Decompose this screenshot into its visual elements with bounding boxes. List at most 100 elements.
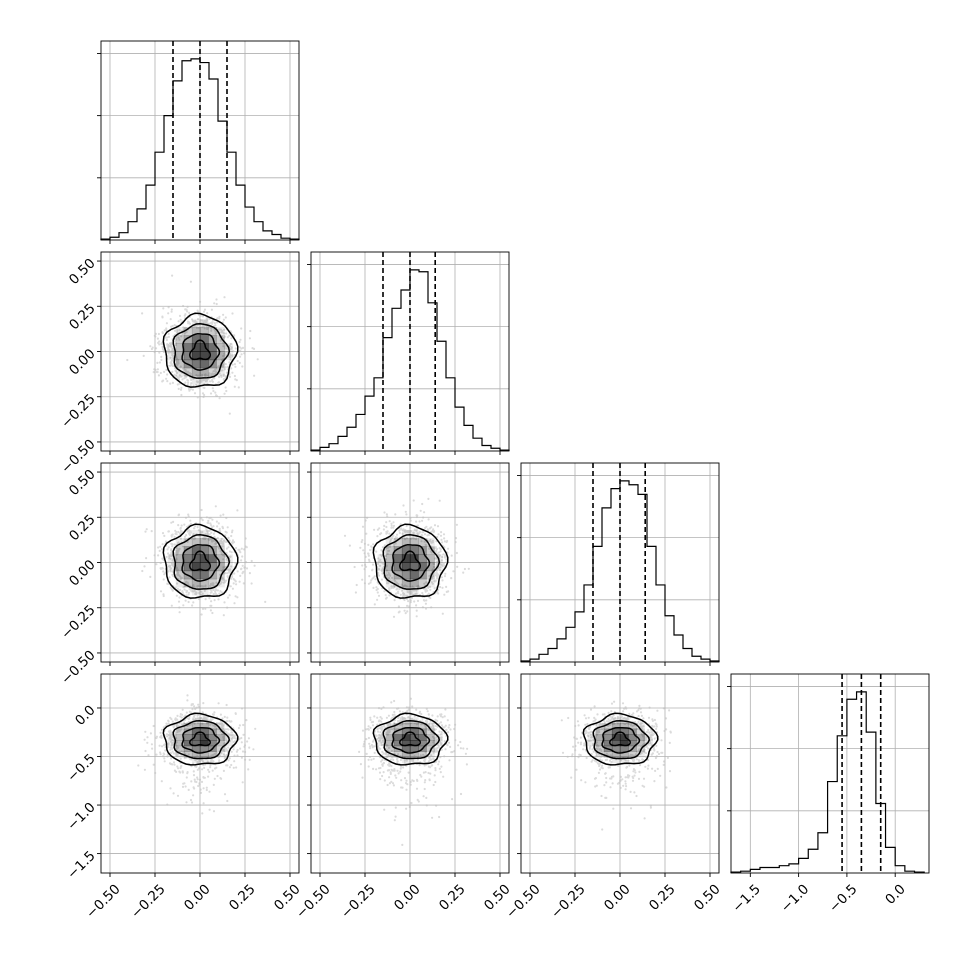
density-cell: [410, 562, 419, 572]
density-cell: [393, 728, 403, 735]
density-cell: [200, 327, 209, 336]
density-cell: [393, 740, 403, 747]
contour-line: [162, 523, 239, 599]
density-cell: [208, 562, 217, 572]
density-cell: [183, 367, 193, 377]
density-cell: [200, 335, 209, 344]
density-cell: [216, 359, 225, 369]
x-tick-label: −1.0: [778, 881, 812, 915]
density-cell: [183, 335, 193, 344]
density-cell: [216, 554, 225, 563]
density-cell: [175, 359, 185, 369]
contour-line: [189, 731, 211, 747]
density-cell: [216, 570, 225, 580]
density-cell: [385, 554, 395, 563]
density-cell: [611, 745, 621, 752]
density-cell: [208, 728, 217, 735]
density-cell: [200, 351, 209, 361]
density-cell: [200, 734, 209, 741]
density-cell: [611, 757, 621, 764]
density-cell: [216, 745, 225, 752]
density-cell: [418, 578, 427, 588]
density-cell: [175, 570, 185, 580]
density-cell: [183, 562, 193, 572]
density-cell: [183, 351, 193, 361]
contour-line: [181, 726, 221, 754]
density-cell: [410, 751, 419, 758]
density-cell: [175, 722, 185, 730]
density-cell: [191, 375, 201, 385]
density-cell: [183, 734, 193, 741]
density-cell: [385, 728, 395, 735]
density-cell: [183, 327, 193, 336]
density-cell: [208, 343, 217, 352]
density-cell: [418, 734, 427, 741]
density-cell: [426, 722, 435, 730]
x-tick-label: 0.25: [646, 881, 679, 914]
marginal-panel-3: [727, 673, 930, 874]
density-cell: [401, 578, 411, 588]
density-cell: [216, 734, 225, 741]
y-tick-label: 0.00: [66, 346, 99, 379]
density-cell: [426, 578, 435, 588]
density-cell: [191, 343, 201, 352]
density-cell: [208, 546, 217, 555]
density-cell: [385, 740, 395, 747]
density-cell: [175, 343, 185, 352]
density-cell: [401, 546, 411, 555]
density-cell: [426, 734, 435, 741]
density-cell: [216, 728, 225, 735]
density-cell: [434, 740, 443, 747]
density-cell: [191, 570, 201, 580]
density-cell: [167, 562, 177, 572]
y-tick-label: 0.25: [66, 301, 99, 334]
density-cell: [377, 734, 387, 741]
density-cell: [401, 734, 411, 741]
density-cell: [191, 751, 201, 758]
density-cell: [595, 722, 605, 730]
density-cell: [418, 538, 427, 547]
density-cell: [191, 722, 201, 730]
density-cell: [385, 722, 395, 730]
density-cell: [208, 351, 217, 361]
density-cell: [208, 578, 217, 588]
density-cell: [191, 757, 201, 764]
density-cell: [216, 327, 225, 336]
contour-line: [372, 523, 449, 599]
density-cell: [167, 740, 177, 747]
x-tick-label: 0.25: [436, 881, 469, 914]
contour-line: [189, 550, 211, 572]
density-cell: [620, 757, 629, 764]
density-cell: [183, 538, 193, 547]
x-tick-label: −0.50: [293, 881, 334, 922]
density-cell: [175, 335, 185, 344]
density-cell: [410, 728, 419, 735]
contour-line: [592, 719, 651, 760]
density-cell: [175, 327, 185, 336]
density-cell: [191, 318, 201, 328]
density-cell: [401, 538, 411, 547]
x-tick-label: 0.00: [601, 881, 634, 914]
x-tick-label: −0.5: [826, 881, 860, 915]
density-cell: [208, 327, 217, 336]
density-cell: [208, 335, 217, 344]
density-cell: [426, 751, 435, 758]
density-cell: [183, 728, 193, 735]
density-cell: [175, 546, 185, 555]
density-cell: [167, 351, 177, 361]
density-cell: [200, 751, 209, 758]
density-cell: [644, 740, 653, 747]
density-cell: [385, 751, 395, 758]
contour-line: [601, 726, 641, 754]
x-tick-label: 0.0: [882, 881, 909, 908]
density-cell: [628, 740, 637, 747]
marginal-panel-1: [307, 251, 510, 452]
density-cell: [611, 722, 621, 730]
y-tick-label: −1.5: [64, 848, 98, 882]
contour-line: [382, 719, 441, 760]
density-cell: [393, 578, 403, 588]
density-cell: [216, 538, 225, 547]
density-cell: [200, 554, 209, 563]
density-cell: [175, 367, 185, 377]
